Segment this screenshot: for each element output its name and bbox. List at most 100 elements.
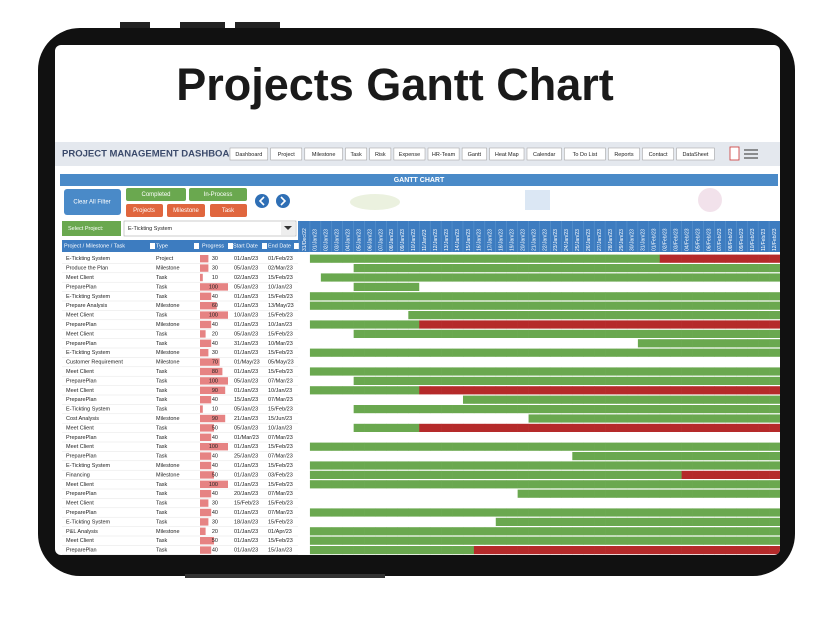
nav-button[interactable] [642, 147, 674, 161]
end-date: 01/Apr/23 [268, 529, 292, 535]
progress-bar [200, 302, 217, 310]
gantt-cell [375, 527, 387, 536]
gantt-cell [299, 282, 311, 291]
gantt-cell [364, 273, 376, 282]
gantt-cell [626, 282, 639, 291]
nav-button[interactable] [304, 147, 343, 161]
gantt-cell [430, 480, 442, 489]
gantt-cell [747, 414, 759, 423]
timeline-date: 05/Jan/23 [356, 229, 362, 251]
gantt-cell [430, 282, 442, 291]
gantt-cell [725, 376, 737, 385]
gantt-cell [320, 452, 333, 461]
prev-button[interactable] [255, 194, 269, 208]
gantt-cell [594, 329, 606, 338]
filter-button[interactable] [126, 188, 186, 201]
nav-button[interactable] [461, 147, 487, 161]
gantt-cell [462, 358, 475, 367]
gantt-cell [637, 414, 650, 423]
gantt-cell [484, 301, 497, 310]
gantt-cell [736, 254, 748, 263]
gantt-cell [769, 376, 780, 385]
filter-button[interactable] [210, 204, 247, 217]
gantt-cell [594, 470, 606, 479]
gantt-cell [648, 508, 661, 517]
gantt-cell [583, 461, 595, 470]
gantt-cell [616, 433, 628, 442]
gantt-cell [331, 442, 344, 451]
gantt-cell [572, 414, 584, 423]
filter-icon[interactable] [194, 243, 199, 249]
gantt-cell [769, 339, 780, 348]
gantt-cell [430, 367, 442, 376]
gantt-cell [714, 348, 726, 357]
gantt-cell [659, 264, 671, 273]
gantt-cell [736, 405, 748, 414]
nav-button[interactable] [427, 147, 460, 161]
nav-button[interactable] [229, 147, 268, 161]
gantt-cell [736, 273, 748, 282]
gantt-cell [714, 414, 726, 423]
gantt-cell [659, 273, 671, 282]
gantt-cell [594, 320, 606, 329]
start-date: 05/Jan/23 [234, 266, 258, 272]
timeline-date: 23/Jan/23 [553, 229, 559, 251]
gantt-cell [419, 311, 431, 320]
filter-button[interactable] [189, 188, 247, 201]
nav-button[interactable] [676, 147, 715, 161]
nav-button[interactable] [608, 147, 640, 161]
gantt-cell [725, 301, 737, 310]
nav-button[interactable] [564, 147, 606, 161]
filter-button[interactable] [167, 204, 205, 217]
gantt-cell [572, 546, 584, 555]
filter-icon[interactable] [294, 243, 299, 249]
settings-icon[interactable] [744, 149, 758, 159]
gantt-cell [681, 301, 693, 310]
gantt-cell [386, 264, 398, 273]
project-dropdown[interactable] [123, 220, 297, 237]
nav-button[interactable] [393, 147, 426, 161]
gantt-cell [648, 301, 661, 310]
nav-button[interactable] [270, 147, 303, 161]
gantt-cell [484, 395, 497, 404]
filter-icon[interactable] [150, 243, 155, 249]
gantt-cell [484, 442, 497, 451]
gantt-cell [605, 292, 617, 301]
nav-button[interactable] [345, 147, 367, 161]
gantt-cell [441, 442, 453, 451]
gantt-cell [637, 273, 650, 282]
gantt-cell [681, 292, 693, 301]
gantt-cell [692, 358, 704, 367]
gantt-cell [452, 376, 464, 385]
gantt-cell [648, 329, 661, 338]
clear-filter-button[interactable] [64, 189, 121, 215]
gantt-cell [769, 423, 780, 432]
nav-button[interactable] [369, 147, 392, 161]
gantt-cell [331, 358, 344, 367]
gantt-cell [386, 292, 398, 301]
task-type: Milestone [156, 266, 180, 272]
gantt-cell [528, 264, 540, 273]
gantt-cell [364, 452, 376, 461]
gantt-cell [747, 254, 759, 263]
gantt-cell [473, 405, 486, 414]
pdf-icon[interactable] [729, 146, 740, 161]
gantt-cell [725, 499, 737, 508]
gantt-cell [747, 433, 759, 442]
gantt-cell [692, 480, 704, 489]
gantt-cell [670, 264, 682, 273]
gantt-cell [309, 499, 322, 508]
nav-button[interactable] [526, 147, 562, 161]
next-button[interactable] [276, 194, 290, 208]
nav-button[interactable] [489, 147, 525, 161]
gantt-cell [386, 508, 398, 517]
gantt-cell [692, 433, 704, 442]
filter-icon[interactable] [228, 243, 233, 249]
button-label: Milestone [173, 208, 199, 214]
gantt-cell [441, 339, 453, 348]
filter-icon[interactable] [262, 243, 267, 249]
gantt-cell [528, 339, 540, 348]
gantt-cell [441, 470, 453, 479]
gantt-cell [452, 527, 464, 536]
filter-button[interactable] [126, 204, 163, 217]
